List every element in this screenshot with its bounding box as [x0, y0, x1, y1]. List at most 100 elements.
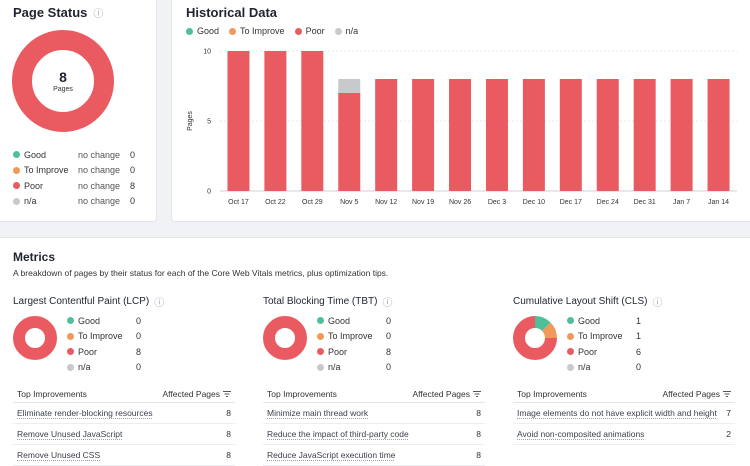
legend-dot-icon: [567, 348, 574, 356]
improvement-link[interactable]: Reduce the impact of third-party code: [267, 429, 409, 439]
legend-row-to-improve: To Improve 1: [567, 329, 687, 345]
improvements-table: Top Improvements Affected Pages Minimize…: [263, 385, 485, 466]
legend-value: 0: [386, 362, 392, 373]
legend-row-good: Good 1: [567, 313, 687, 329]
legend-value: 6: [636, 346, 642, 357]
bar-n-a-nov-5[interactable]: [338, 79, 361, 93]
metric-title-text: Largest Contentful Paint (LCP): [13, 296, 150, 307]
sort-icon: [473, 390, 481, 397]
y-tick-label: 10: [203, 49, 211, 56]
info-icon[interactable]: ⓘ: [382, 298, 393, 309]
legend-label: Poor: [24, 180, 44, 191]
info-icon[interactable]: ⓘ: [652, 298, 663, 309]
historical-legend-to-improve[interactable]: To Improve: [229, 26, 285, 36]
affected-count: 7: [726, 408, 731, 418]
col-affected-label: Affected Pages: [162, 388, 221, 399]
col-affected-label: Affected Pages: [412, 388, 471, 399]
metric-card-1: Total Blocking Time (TBT) ⓘ Good 0 To Im…: [263, 238, 491, 466]
historical-title: Historical Data: [186, 5, 277, 20]
historical-legend-n-a[interactable]: n/a: [334, 26, 359, 36]
improvement-link[interactable]: Avoid non-composited animations: [517, 429, 645, 439]
metric-donut: [513, 316, 557, 360]
table-row: Avoid non-composited animations 2: [513, 424, 735, 445]
improvement-link[interactable]: Image elements do not have explicit widt…: [517, 408, 717, 418]
x-tick-label: Oct 29: [302, 199, 323, 206]
bar-poor-nov-19[interactable]: [412, 79, 435, 191]
improvement-link[interactable]: Reduce JavaScript execution time: [267, 450, 396, 460]
x-tick-label: Oct 17: [228, 199, 249, 206]
info-icon[interactable]: ⓘ: [154, 298, 165, 309]
affected-count: 8: [226, 408, 231, 418]
legend-value: 1: [636, 331, 642, 342]
improvement-link[interactable]: Remove Unused JavaScript: [17, 429, 123, 439]
legend-change: no change: [78, 180, 121, 191]
metrics-title: Metrics: [13, 250, 55, 264]
bar-poor-nov-26[interactable]: [449, 79, 472, 191]
legend-dot-icon: [567, 363, 574, 371]
bar-poor-dec-17[interactable]: [559, 79, 582, 191]
legend-row-poor: Poor 8: [317, 344, 437, 360]
x-tick-label: Dec 24: [597, 199, 619, 206]
bar-poor-dec-24[interactable]: [596, 79, 619, 191]
improvement-link[interactable]: Eliminate render-blocking resources: [17, 408, 153, 418]
legend-row-to-improve: To Improve 0: [317, 329, 437, 345]
historical-legend: Good To Improve Poor n/a: [186, 26, 358, 36]
affected-count: 8: [226, 429, 231, 439]
bar-poor-nov-12[interactable]: [375, 79, 398, 191]
info-icon[interactable]: ⓘ: [93, 9, 104, 20]
donut-segment-poor: [263, 316, 307, 360]
y-axis-label: Pages: [187, 111, 194, 131]
col-top-improvements: Top Improvements: [517, 388, 587, 399]
metric-title-text: Cumulative Layout Shift (CLS): [513, 296, 648, 307]
col-top-improvements: Top Improvements: [267, 388, 337, 399]
legend-value: 0: [130, 149, 136, 160]
bar-poor-nov-5[interactable]: [338, 93, 361, 191]
bar-poor-oct-29[interactable]: [301, 51, 324, 191]
legend-dot-icon: [294, 27, 302, 35]
legend-value: 1: [636, 315, 642, 326]
metric-card-0: Largest Contentful Paint (LCP) ⓘ Good 0 …: [13, 238, 241, 466]
legend-dot-icon: [67, 317, 74, 325]
historical-legend-poor[interactable]: Poor: [294, 26, 325, 36]
legend-label: n/a: [78, 362, 91, 373]
x-tick-label: Jan 7: [673, 199, 690, 206]
donut-ring-poor: [12, 30, 114, 132]
y-tick-label: 0: [207, 189, 211, 196]
legend-value: 0: [130, 165, 136, 176]
bar-poor-dec-31[interactable]: [633, 79, 656, 191]
donut-segment-to-improve: [513, 316, 557, 360]
col-affected-pages[interactable]: Affected Pages: [162, 388, 231, 399]
x-tick-label: Jan 14: [708, 199, 729, 206]
legend-value: 0: [130, 196, 136, 207]
affected-count: 8: [476, 429, 481, 439]
col-affected-pages[interactable]: Affected Pages: [663, 389, 731, 399]
legend-label: To Improve: [24, 165, 69, 176]
legend-row-n-a: n/a no change 0: [13, 194, 141, 210]
bar-poor-dec-3[interactable]: [485, 79, 508, 191]
col-top-improvements: Top Improvements: [17, 388, 87, 399]
improvement-link[interactable]: Remove Unused CSS: [17, 450, 101, 460]
page-status-legend: Good no change 0 To Improve no change 0 …: [13, 147, 141, 209]
bar-poor-jan-14[interactable]: [707, 79, 730, 191]
improvement-link[interactable]: Minimize main thread work: [267, 408, 369, 418]
affected-count: 8: [476, 450, 481, 460]
col-affected-pages[interactable]: Affected Pages: [412, 388, 481, 399]
legend-dot-icon: [186, 27, 193, 35]
table-row: Image elements do not have explicit widt…: [513, 403, 735, 424]
bar-poor-oct-17[interactable]: [227, 51, 250, 191]
page-status-title-text: Page Status: [13, 5, 88, 20]
x-tick-label: Dec 3: [488, 199, 506, 206]
table-header: Top Improvements Affected Pages: [513, 385, 735, 403]
metric-title-text: Total Blocking Time (TBT): [263, 296, 378, 307]
legend-row-n-a: n/a 0: [317, 360, 437, 376]
bar-poor-oct-22[interactable]: [264, 51, 287, 191]
metric-donut: [13, 316, 57, 360]
legend-dot-icon: [13, 166, 20, 174]
historical-legend-good[interactable]: Good: [186, 26, 219, 36]
bar-poor-dec-10[interactable]: [522, 79, 545, 191]
affected-count: 8: [476, 408, 481, 418]
legend-change: no change: [78, 149, 121, 160]
page-status-card: Page Status ⓘ 8 Pages Good no change 0 T…: [0, 0, 157, 222]
legend-label: n/a: [345, 26, 359, 36]
bar-poor-jan-7[interactable]: [670, 79, 693, 191]
